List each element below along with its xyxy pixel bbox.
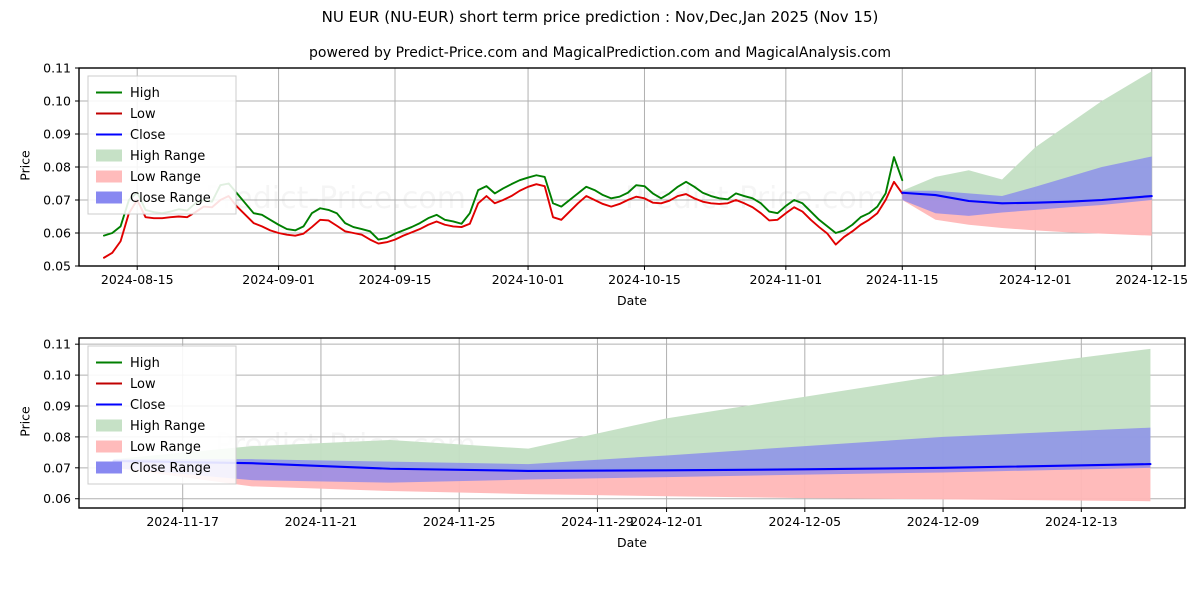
close-line — [112, 459, 1152, 472]
bottom-chart-xlabel: Date — [617, 535, 647, 550]
legend: High Low Close High Range Low Range Close Ran… — [87, 75, 237, 215]
xtick-label: 2024-11-29 — [561, 514, 634, 529]
xtick-label: 2024-12-01 — [630, 514, 703, 529]
xtick-label: 2024-12-01 — [999, 272, 1072, 287]
legend-label: High Range — [130, 149, 205, 164]
top-chart-panel: Predict-Price.comPredict-Price.comPredic… — [0, 58, 1200, 308]
ytick-label: 0.07 — [43, 193, 71, 208]
legend-label: High Range — [130, 419, 205, 434]
legend-label: Close — [130, 398, 165, 413]
bottom-chart-ylabel: Price — [17, 406, 33, 437]
legend-patch-swatch — [96, 149, 122, 162]
legend-patch-swatch — [96, 170, 122, 183]
ytick-label: 0.10 — [43, 368, 71, 383]
close-line — [901, 191, 1153, 205]
legend-label: High — [130, 86, 160, 101]
axis-frame — [78, 337, 1186, 509]
xtick-label: 2024-08-15 — [101, 272, 174, 287]
ytick-label: 0.08 — [43, 160, 71, 175]
xtick-label: 2024-11-21 — [285, 514, 358, 529]
tick-group: 0.05 0.06 0.07 0.08 0.09 0.10 0.11 2024-08-15 20… — [43, 61, 1188, 288]
legend-label: High — [130, 356, 160, 371]
legend-label: Low Range — [130, 170, 201, 185]
tick-group: 0.06 0.07 0.08 0.09 0.10 0.11 2024-11-17 2024-1… — [43, 337, 1117, 529]
xtick-label: 2024-11-25 — [423, 514, 496, 529]
legend-box — [87, 75, 237, 215]
legend-patch-swatch — [96, 440, 122, 453]
xtick-label: 2024-12-05 — [768, 514, 841, 529]
top-chart-xlabel: Date — [617, 293, 647, 308]
ytick-label: 0.09 — [43, 127, 71, 142]
xtick-label: 2024-11-17 — [146, 514, 219, 529]
low-line — [103, 180, 904, 259]
legend: High Low Close High Range Low Range Close Ran… — [87, 345, 237, 485]
page-title: NU EUR (NU-EUR) short term price predict… — [321, 8, 879, 26]
legend-patch-swatch — [96, 419, 122, 432]
legend-patch-swatch — [96, 461, 122, 474]
top-chart-svg: Predict-Price.comPredict-Price.comPredic… — [43, 61, 1188, 288]
xtick-label: 2024-10-15 — [608, 272, 681, 287]
xtick-label: 2024-09-15 — [359, 272, 432, 287]
bottom-chart-svg: Predict-Price.comPredict-Price.com0.060.… — [43, 337, 1186, 529]
legend-patch-swatch — [96, 191, 122, 204]
xtick-label: 2024-10-01 — [492, 272, 565, 287]
xtick-label: 2024-11-15 — [866, 272, 939, 287]
ytick-label: 0.05 — [43, 259, 71, 274]
bottom-chart-panel: Predict-Price.comPredict-Price.com0.060.… — [0, 330, 1200, 545]
watermark-text: Predict-Price.com — [205, 181, 466, 216]
xtick-label: 2024-09-01 — [242, 272, 315, 287]
legend-label: Low Range — [130, 440, 201, 455]
ytick-label: 0.06 — [43, 226, 71, 241]
xtick-label: 2024-12-13 — [1045, 514, 1118, 529]
legend-label: Close — [130, 128, 165, 143]
legend-box — [87, 345, 237, 485]
high-range-band — [902, 71, 1152, 204]
ytick-label: 0.11 — [43, 61, 71, 76]
xtick-label: 2024-11-01 — [750, 272, 823, 287]
top-chart-ylabel: Price — [17, 150, 33, 181]
ytick-label: 0.08 — [43, 429, 71, 444]
ytick-label: 0.06 — [43, 491, 71, 506]
legend-label: Low — [130, 107, 156, 122]
ytick-label: 0.10 — [43, 94, 71, 109]
xtick-label: 2024-12-09 — [907, 514, 980, 529]
ytick-label: 0.09 — [43, 399, 71, 414]
legend-label: Close Range — [130, 191, 211, 206]
page-subtitle: powered by Predict-Price.com and Magical… — [309, 45, 891, 61]
legend-label: Low — [130, 377, 156, 392]
watermark-text: Predict-Price.com — [625, 181, 886, 216]
legend-label: Close Range — [130, 461, 211, 476]
ytick-label: 0.11 — [43, 337, 71, 352]
high-line — [103, 156, 904, 241]
xtick-label: 2024-12-15 — [1115, 272, 1188, 287]
ytick-label: 0.07 — [43, 460, 71, 475]
